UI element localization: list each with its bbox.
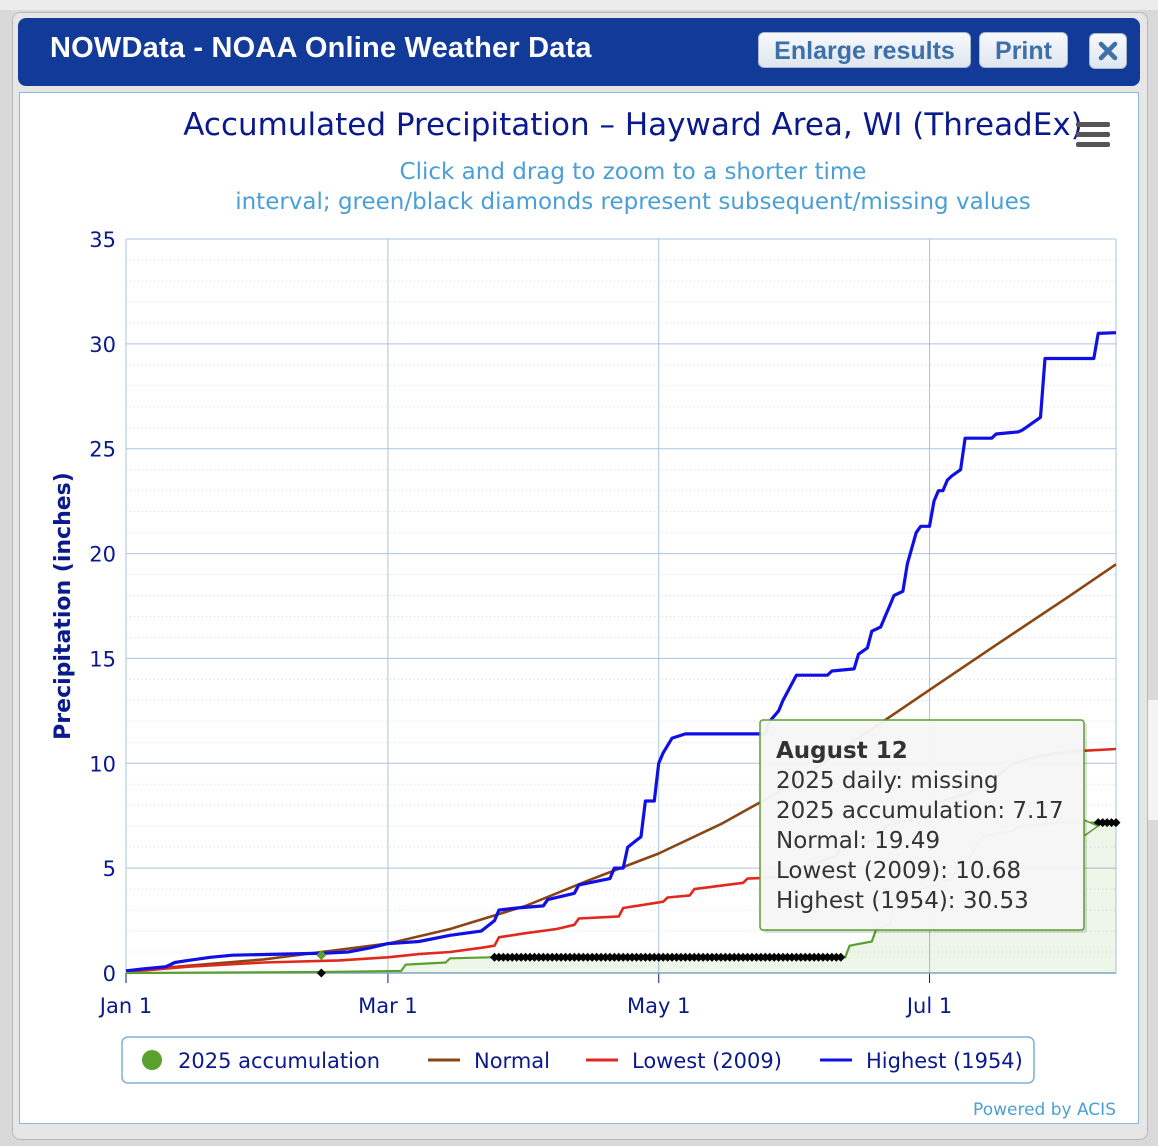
accumulation-area-tail bbox=[1098, 822, 1116, 973]
y-tick-label: 20 bbox=[89, 543, 116, 567]
legend-label-accum: 2025 accumulation bbox=[178, 1049, 380, 1073]
backdrop-page-strip bbox=[0, 0, 1158, 10]
dialog-titlebar[interactable]: NOWData - NOAA Online Weather Data Enlar… bbox=[18, 18, 1140, 86]
tooltip-date: August 12 bbox=[776, 738, 908, 764]
precipitation-chart[interactable]: Accumulated Precipitation – Hayward Area… bbox=[20, 93, 1138, 1123]
chart-menu-icon[interactable] bbox=[1076, 122, 1112, 150]
close-icon bbox=[1098, 41, 1118, 61]
acis-credit-link: Powered by ACIS bbox=[973, 1100, 1116, 1120]
close-button[interactable] bbox=[1089, 33, 1127, 69]
dialog-title: NOWData - NOAA Online Weather Data bbox=[50, 32, 592, 64]
tooltip-line: Normal: 19.49 bbox=[776, 828, 940, 854]
results-panel: Accumulated Precipitation – Hayward Area… bbox=[19, 92, 1139, 1124]
legend-marker-accum bbox=[142, 1050, 162, 1070]
x-tick-label: Mar 1 bbox=[358, 994, 418, 1018]
subsequent-diamond bbox=[316, 950, 327, 961]
legend-label-normal: Normal bbox=[474, 1049, 550, 1073]
missing-diamond bbox=[836, 952, 846, 962]
y-axis-title: Precipitation (inches) bbox=[51, 472, 76, 740]
tooltip-line: 2025 daily: missing bbox=[776, 768, 999, 794]
tooltip-line: Highest (1954): 30.53 bbox=[776, 888, 1029, 914]
legend-label-lowest: Lowest (2009) bbox=[632, 1049, 782, 1073]
tooltip-line: 2025 accumulation: 7.17 bbox=[776, 798, 1064, 824]
y-tick-label: 15 bbox=[89, 647, 116, 671]
series-line-normal bbox=[125, 563, 1117, 973]
chart-title: Accumulated Precipitation – Hayward Area… bbox=[183, 107, 1083, 143]
x-tick-label: Jul 1 bbox=[905, 994, 952, 1018]
x-tick-label: Jan 1 bbox=[98, 994, 152, 1018]
y-tick-label: 10 bbox=[89, 752, 116, 776]
series-line-highest bbox=[125, 331, 1117, 973]
chart-subtitle-line-2: interval; green/black diamonds represent… bbox=[235, 189, 1031, 215]
enlarge-results-button[interactable]: Enlarge results bbox=[758, 32, 971, 68]
legend-label-highest: Highest (1954) bbox=[866, 1049, 1023, 1073]
y-tick-label: 30 bbox=[89, 333, 116, 357]
tooltip-box bbox=[759, 719, 1085, 931]
print-button[interactable]: Print bbox=[979, 32, 1068, 68]
y-tick-label: 0 bbox=[103, 962, 116, 986]
y-tick-label: 35 bbox=[89, 228, 116, 252]
y-tick-label: 5 bbox=[103, 857, 116, 881]
chart-subtitle-line-1: Click and drag to zoom to a shorter time bbox=[400, 159, 867, 185]
y-tick-label: 25 bbox=[89, 438, 116, 462]
x-tick-label: May 1 bbox=[627, 994, 690, 1018]
legend-box bbox=[121, 1036, 1035, 1084]
tooltip-line: Lowest (2009): 10.68 bbox=[776, 858, 1021, 884]
missing-diamond bbox=[1111, 818, 1121, 828]
missing-diamond bbox=[316, 968, 326, 978]
tooltip: August 12 2025 daily: missing 2025 accumul… bbox=[759, 719, 1100, 933]
